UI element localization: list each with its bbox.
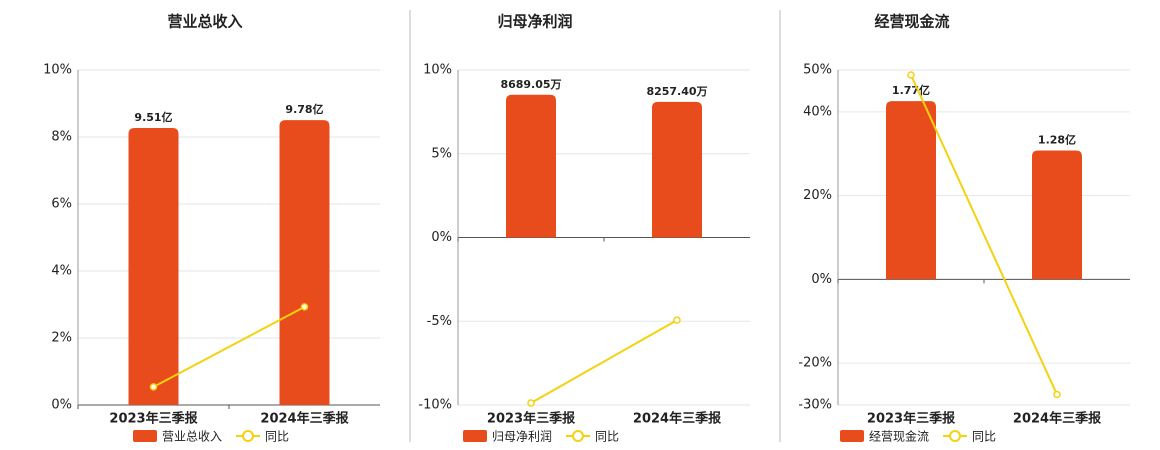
y-tick-label: 0%	[431, 230, 452, 245]
legend-label: 同比	[595, 430, 619, 444]
legend-swatch	[949, 430, 962, 442]
line-point	[527, 399, 535, 407]
line-point	[673, 316, 681, 324]
y-tick-label: -5%	[427, 314, 452, 329]
x-tick-label: 2024年三季报	[260, 411, 349, 427]
bar	[279, 120, 330, 406]
y-tick-label: 2%	[51, 331, 72, 346]
chart-title: 归母净利润	[497, 13, 572, 31]
y-tick-label: 4%	[51, 264, 72, 279]
y-tick-label: -20%	[798, 356, 832, 371]
y-tick-label: 0%	[51, 398, 72, 413]
y-tick-label: 10%	[423, 63, 452, 78]
y-tick-label: 0%	[811, 272, 832, 287]
y-tick-label: 10%	[43, 63, 72, 78]
legend-swatch	[133, 430, 157, 442]
y-tick-label: 5%	[431, 146, 452, 161]
legend-swatch	[463, 430, 487, 442]
bar	[506, 94, 556, 238]
x-tick-label: 2023年三季报	[487, 411, 576, 427]
y-tick-label: 6%	[51, 197, 72, 212]
legend-label: 归母净利润	[492, 430, 552, 444]
y-tick-label: 20%	[803, 188, 832, 203]
bar	[652, 101, 702, 238]
bar	[1032, 150, 1082, 280]
value-label: 8257.40万	[646, 85, 707, 98]
line	[153, 305, 305, 388]
bar	[886, 101, 936, 280]
line	[530, 319, 678, 404]
legend-swatch	[242, 430, 255, 442]
legend-label: 经营现金流	[869, 429, 929, 444]
line-point	[1053, 390, 1061, 399]
value-label: 1.28亿	[1038, 132, 1076, 146]
x-tick-label: 2024年三季报	[633, 411, 722, 427]
x-tick-label: 2023年三季报	[867, 411, 956, 427]
bar	[128, 127, 179, 405]
value-label: 8689.05万	[500, 78, 561, 91]
y-tick-label: -30%	[798, 398, 832, 413]
legend-swatch	[572, 430, 585, 442]
legend-label: 同比	[972, 430, 996, 444]
line-point	[300, 303, 309, 311]
legend-swatch	[840, 430, 864, 442]
y-tick-label: 40%	[803, 104, 832, 119]
y-tick-label: 8%	[51, 130, 72, 145]
x-tick-label: 2023年三季报	[109, 411, 198, 427]
y-tick-label: 50%	[803, 63, 832, 78]
value-label: 9.51亿	[134, 110, 172, 124]
value-label: 9.78亿	[285, 102, 323, 116]
line-point	[149, 383, 158, 391]
x-tick-label: 2024年三季报	[1013, 411, 1102, 427]
chart-title: 经营现金流	[874, 13, 949, 31]
chart-title: 营业总收入	[167, 13, 242, 31]
line	[910, 74, 1058, 395]
y-tick-label: -10%	[418, 398, 452, 413]
value-label: 1.77亿	[892, 83, 930, 97]
legend-label: 营业总收入	[162, 430, 222, 444]
line-point	[907, 71, 915, 79]
legend-label: 同比	[265, 430, 289, 444]
